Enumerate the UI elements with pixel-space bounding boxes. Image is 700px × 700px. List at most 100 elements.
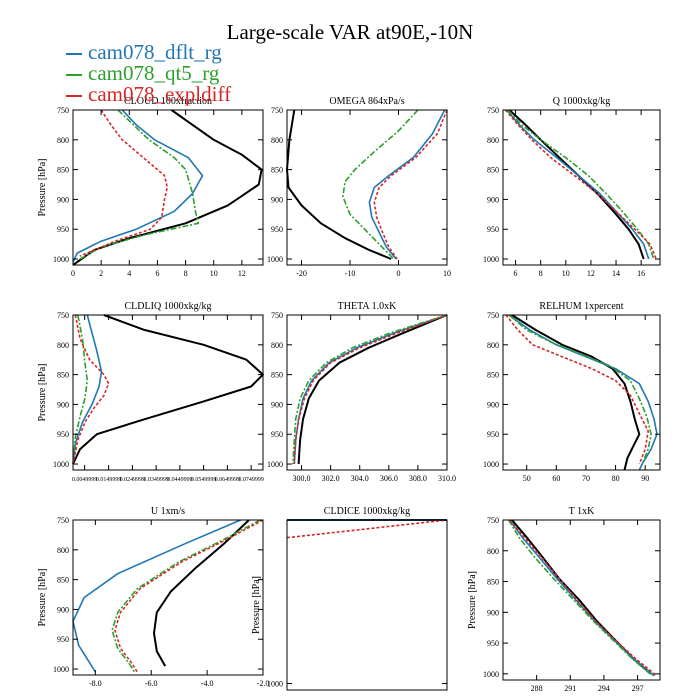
panel-title: CLDLIQ 1000xkg/kg bbox=[125, 301, 212, 312]
y-tick-label: 750 bbox=[487, 106, 499, 115]
y-tick-label: 900 bbox=[487, 608, 499, 617]
y-tick-label: 850 bbox=[487, 166, 499, 175]
x-tick-label: 0.0549999 bbox=[191, 477, 217, 483]
x-tick-label: 297 bbox=[632, 684, 644, 693]
panel-title: OMEGA 864xPa/s bbox=[329, 96, 404, 107]
y-tick-label: 850 bbox=[271, 166, 283, 175]
y-tick-label: 1000 bbox=[483, 460, 499, 469]
legend-swatch-qt5 bbox=[66, 74, 82, 77]
series-line-expl bbox=[293, 314, 448, 465]
x-tick-label: 304.0 bbox=[351, 474, 369, 483]
series-line-ref bbox=[508, 109, 645, 260]
x-tick-label: -10 bbox=[345, 269, 356, 278]
plot-frame bbox=[72, 109, 264, 266]
y-tick-label: 900 bbox=[57, 195, 69, 204]
plot-frame bbox=[72, 519, 264, 676]
x-tick-label: 0.0749999 bbox=[238, 477, 264, 483]
x-tick-label: 8 bbox=[539, 269, 543, 278]
legend-item-expl: cam078_expldiff bbox=[66, 84, 231, 105]
y-tick-label: 800 bbox=[487, 547, 499, 556]
y-tick-label: 950 bbox=[57, 430, 69, 439]
x-tick-label: 308.0 bbox=[409, 474, 427, 483]
x-tick-label: 14 bbox=[612, 269, 620, 278]
x-tick-label: 310.0 bbox=[438, 474, 456, 483]
y-tick-label: 800 bbox=[271, 136, 283, 145]
series-line-ref bbox=[153, 519, 250, 667]
panel-title: CLDICE 1000xkg/kg bbox=[324, 506, 410, 517]
y-tick-label: 1000 bbox=[53, 255, 69, 264]
y-tick-label: 950 bbox=[487, 430, 499, 439]
y-tick-label: 850 bbox=[487, 578, 499, 587]
x-tick-label: 294 bbox=[598, 684, 610, 693]
x-tick-label: 0 bbox=[397, 269, 401, 278]
y-axis-label: Pressure [hPa] bbox=[37, 363, 48, 421]
series-line-expl bbox=[72, 314, 110, 465]
series-line-expl bbox=[504, 109, 657, 260]
x-tick-label: 10 bbox=[210, 269, 218, 278]
legend-swatch-expl bbox=[66, 95, 82, 98]
y-tick-label: 800 bbox=[57, 136, 69, 145]
legend-item-qt5: cam078_qt5_rg bbox=[66, 63, 231, 84]
x-tick-label: 10 bbox=[443, 269, 451, 278]
series-line-ref bbox=[72, 314, 264, 465]
y-tick-label: 1000 bbox=[483, 255, 499, 264]
y-tick-label: 800 bbox=[57, 341, 69, 350]
legend-label-dflt: cam078_dflt_rg bbox=[88, 40, 222, 64]
y-tick-label: 900 bbox=[487, 195, 499, 204]
series-line-dflt bbox=[72, 314, 103, 465]
plot-frame bbox=[286, 314, 448, 471]
y-tick-label: 900 bbox=[271, 195, 283, 204]
y-tick-label: 900 bbox=[487, 400, 499, 409]
series-line-ref bbox=[511, 519, 652, 675]
x-tick-label: 6 bbox=[155, 269, 159, 278]
x-tick-label: -20 bbox=[296, 269, 307, 278]
series-line-qt5 bbox=[341, 109, 419, 260]
series-line-dflt bbox=[72, 519, 241, 673]
y-tick-label: 950 bbox=[57, 225, 69, 234]
series-line-dflt bbox=[72, 109, 204, 263]
x-tick-label: 60 bbox=[552, 474, 560, 483]
figure-title: Large-scale VAR at90E,-10N bbox=[226, 20, 474, 44]
series-line-qt5 bbox=[111, 519, 261, 673]
series-line-dflt bbox=[368, 109, 446, 260]
x-tick-label: 50 bbox=[523, 474, 531, 483]
y-tick-label: 850 bbox=[57, 371, 69, 380]
y-axis-label: Pressure [hPa] bbox=[467, 571, 478, 629]
y-tick-label: 850 bbox=[57, 166, 69, 175]
y-tick-label: 950 bbox=[271, 430, 283, 439]
series-line-qt5 bbox=[72, 314, 89, 465]
y-axis-label: Pressure [hPa] bbox=[251, 576, 262, 634]
x-tick-label: 306.0 bbox=[380, 474, 398, 483]
panel-title: Q 1000xkg/kg bbox=[553, 96, 611, 107]
plot-frame bbox=[502, 109, 661, 266]
x-tick-label: 8 bbox=[184, 269, 188, 278]
series-line-qt5 bbox=[292, 314, 448, 465]
y-tick-label: 750 bbox=[487, 516, 499, 525]
x-tick-label: 12 bbox=[587, 269, 595, 278]
x-tick-label: 0.0349999 bbox=[143, 477, 169, 483]
y-tick-label: 750 bbox=[487, 311, 499, 320]
x-tick-label: 0.0049999 bbox=[72, 477, 98, 483]
series-line-expl bbox=[509, 519, 658, 677]
legend: cam078_dflt_rg cam078_qt5_rg cam078_expl… bbox=[66, 42, 231, 105]
x-tick-label: 0.0649999 bbox=[215, 477, 241, 483]
y-tick-label: 950 bbox=[487, 225, 499, 234]
y-tick-label: 800 bbox=[57, 546, 69, 555]
series-line-expl bbox=[373, 109, 448, 260]
series-line-ref bbox=[511, 314, 641, 471]
x-tick-label: 2 bbox=[99, 269, 103, 278]
x-tick-label: 302.0 bbox=[322, 474, 340, 483]
y-tick-label: 900 bbox=[57, 605, 69, 614]
y-tick-label: 1000 bbox=[53, 460, 69, 469]
y-tick-label: 750 bbox=[271, 106, 283, 115]
x-tick-label: 300.0 bbox=[293, 474, 311, 483]
series-line-expl bbox=[505, 314, 650, 465]
series-line-qt5 bbox=[79, 109, 200, 260]
y-tick-label: 850 bbox=[487, 371, 499, 380]
y-tick-label: 850 bbox=[271, 371, 283, 380]
series-line-qt5 bbox=[507, 109, 655, 260]
legend-item-dflt: cam078_dflt_rg bbox=[66, 42, 231, 63]
series-line-qt5 bbox=[508, 314, 652, 465]
y-tick-label: 1000 bbox=[267, 255, 283, 264]
x-tick-label: 4 bbox=[127, 269, 131, 278]
